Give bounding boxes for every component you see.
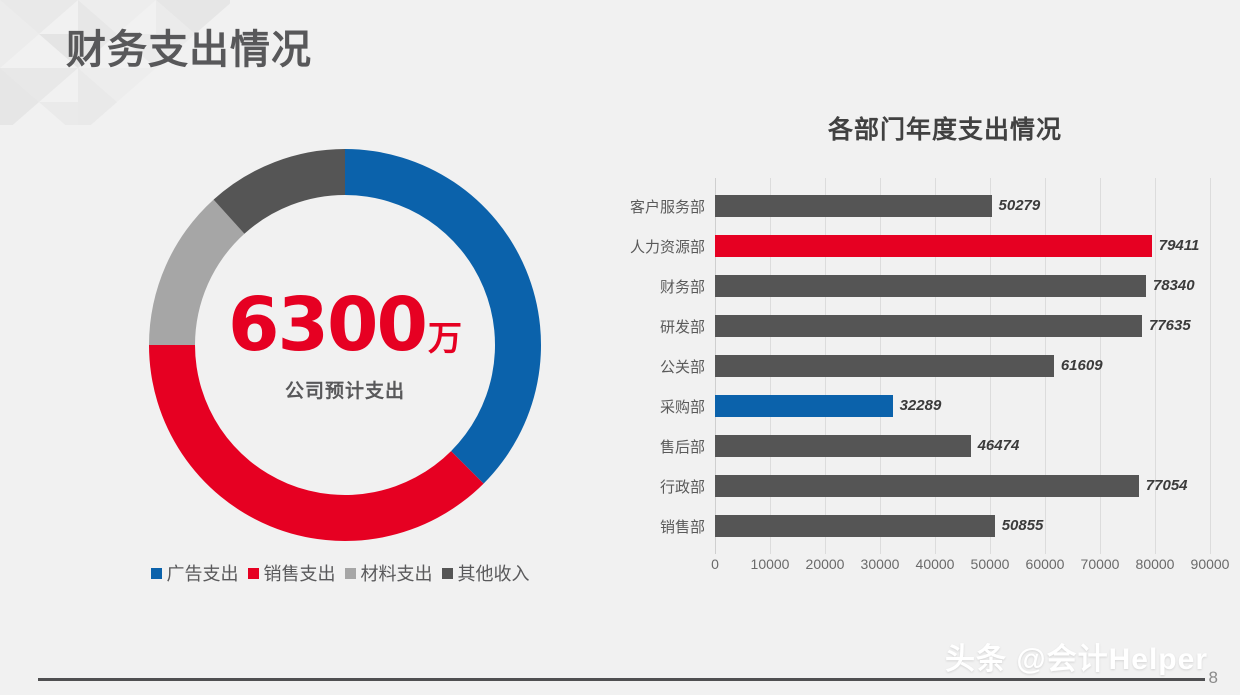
bar-track: 50855 [715, 506, 1210, 546]
legend-label: 广告支出 [166, 564, 239, 584]
bar-chart-panel: 各部门年度支出情况 客户服务部 50279 人力资源部 79411 财务部 78340 研发… [600, 110, 1229, 600]
legend-item-3[interactable]: 材料支出 [344, 560, 433, 586]
bar[interactable] [715, 275, 1146, 297]
decorative-hex-pattern [0, 0, 230, 125]
bar-track: 50279 [715, 186, 1210, 226]
x-axis-tick-90000: 90000 [1190, 556, 1230, 572]
bar-value-label: 79411 [1158, 237, 1200, 254]
donut-segment-2[interactable] [149, 345, 484, 541]
legend-label: 销售支出 [263, 564, 336, 584]
legend-item-4[interactable]: 其他收入 [441, 560, 530, 586]
bar-chart-row[interactable]: 人力资源部 79411 [600, 226, 1210, 266]
bar-chart-row[interactable]: 研发部 77635 [600, 306, 1210, 346]
bar-chart-row[interactable]: 公关部 61609 [600, 346, 1210, 386]
bar[interactable] [715, 435, 971, 457]
bar-track: 61609 [715, 346, 1210, 386]
bar-value-label: 50855 [1001, 517, 1044, 534]
legend-swatch-icon [344, 567, 356, 579]
bar-category-label: 行政部 [659, 478, 705, 496]
legend-label: 其他收入 [457, 564, 530, 584]
donut-legend: 广告支出 销售支出 材料支出 其他收入 [80, 560, 600, 586]
bar[interactable] [715, 475, 1139, 497]
bar-value-label: 78340 [1152, 277, 1195, 294]
bar-category-label: 售后部 [659, 438, 705, 456]
x-axis-tick-20000: 20000 [805, 556, 845, 572]
bar-chart-row[interactable]: 销售部 50855 [600, 506, 1210, 546]
bar-chart-row[interactable]: 客户服务部 50279 [600, 186, 1210, 226]
bar-category-label: 研发部 [659, 318, 705, 336]
decorative-hex-svg [0, 0, 230, 125]
bar[interactable] [715, 195, 992, 217]
bar[interactable] [715, 235, 1152, 257]
legend-item-1[interactable]: 广告支出 [150, 560, 239, 586]
footer-divider [38, 678, 1205, 681]
x-axis-tick-70000: 70000 [1080, 556, 1120, 572]
page-number: 8 [1208, 668, 1218, 687]
legend-item-2[interactable]: 销售支出 [247, 560, 336, 586]
bar-track: 78340 [715, 266, 1210, 306]
bar-category-label: 客户服务部 [629, 198, 705, 216]
bar-chart-row[interactable]: 行政部 77054 [600, 466, 1210, 506]
donut-chart: 6300 万 公司预计支出 [145, 145, 545, 545]
legend-swatch-icon [150, 567, 162, 579]
x-axis-tick-10000: 10000 [750, 556, 790, 572]
bar-track: 77054 [715, 466, 1210, 506]
bar-chart-x-axis: 0 10000 20000 30000 40000 50000 60000 70000 8000… [711, 556, 1229, 582]
bar-category-label: 人力资源部 [629, 238, 705, 256]
bar-value-label: 46474 [977, 437, 1020, 454]
bar-category-label: 财务部 [659, 278, 705, 296]
bar-category-label: 采购部 [659, 398, 705, 416]
bar-chart-row[interactable]: 采购部 32289 [600, 386, 1210, 426]
donut-svg [149, 149, 541, 541]
bar-category-label: 公关部 [659, 358, 705, 376]
x-axis-tick-30000: 30000 [860, 556, 900, 572]
bar-track: 79411 [715, 226, 1210, 266]
legend-label: 材料支出 [360, 564, 433, 584]
gridline-90000 [1210, 178, 1211, 554]
x-axis-tick-40000: 40000 [915, 556, 955, 572]
watermark: 头条 @会计Helper [945, 643, 1208, 676]
bar-value-label: 77635 [1148, 317, 1191, 334]
legend-swatch-icon [441, 567, 453, 579]
legend-swatch-icon [247, 567, 259, 579]
x-axis-tick-50000: 50000 [970, 556, 1010, 572]
x-axis-tick-0: 0 [711, 556, 719, 572]
donut-segment-3[interactable] [149, 199, 245, 345]
page-title: 财务支出情况 [66, 28, 312, 72]
donut-segment-1[interactable] [345, 149, 541, 484]
bar[interactable] [715, 355, 1054, 377]
bar-value-label: 77054 [1145, 477, 1188, 494]
bar-track: 77635 [715, 306, 1210, 346]
bar-chart-plot: 客户服务部 50279 人力资源部 79411 财务部 78340 研发部 77635 公关部 6… [600, 178, 1229, 598]
x-axis-tick-60000: 60000 [1025, 556, 1065, 572]
bar-track: 32289 [715, 386, 1210, 426]
bar[interactable] [715, 395, 893, 417]
bar[interactable] [715, 515, 995, 537]
bar-value-label: 61609 [1060, 357, 1103, 374]
bar-category-label: 销售部 [659, 518, 705, 536]
bar-value-label: 50279 [998, 197, 1041, 214]
bar-chart-title: 各部门年度支出情况 [827, 116, 1062, 144]
bar-value-label: 32289 [899, 397, 942, 414]
donut-chart-panel: 6300 万 公司预计支出 广告支出 销售支出 材料支出 其他收入 [80, 140, 600, 610]
bar-chart-row[interactable]: 财务部 78340 [600, 266, 1210, 306]
bar-track: 46474 [715, 426, 1210, 466]
x-axis-tick-80000: 80000 [1135, 556, 1175, 572]
bar-chart-row[interactable]: 售后部 46474 [600, 426, 1210, 466]
bar[interactable] [715, 315, 1142, 337]
donut-segment-4[interactable] [213, 149, 345, 234]
